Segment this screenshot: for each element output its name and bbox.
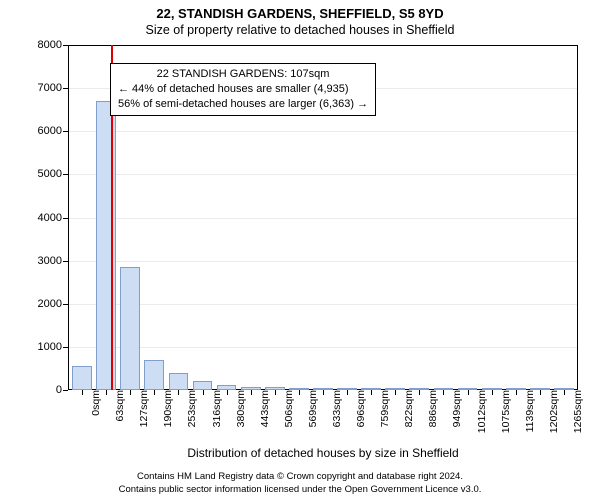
xtick-mark <box>516 390 517 395</box>
bar-slot: 886sqm <box>407 45 431 390</box>
xtick-label: 63sqm <box>108 390 126 422</box>
bar-slot: 949sqm <box>431 45 455 390</box>
bar-slot: 0sqm <box>70 45 94 390</box>
xtick-label: 1012sqm <box>470 390 488 433</box>
bar-slot: 1139sqm <box>504 45 528 390</box>
bar <box>144 360 164 390</box>
annotation-line: 56% of semi-detached houses are larger (… <box>118 97 368 112</box>
xtick-label: 443sqm <box>253 390 271 427</box>
ytick-label: 8000 <box>18 39 62 51</box>
xtick-mark <box>492 390 493 395</box>
xtick-label: 1265sqm <box>566 390 584 433</box>
xtick-label: 1202sqm <box>542 390 560 433</box>
bar <box>193 381 213 390</box>
xtick-mark <box>251 390 252 395</box>
bar-slot: 1012sqm <box>456 45 480 390</box>
xtick-label: 696sqm <box>349 390 367 427</box>
xtick-mark <box>299 390 300 395</box>
footer-line-1: Contains HM Land Registry data © Crown c… <box>0 471 600 483</box>
footer-line-2: Contains public sector information licen… <box>0 484 600 496</box>
plot-area: 010002000300040005000600070008000 0sqm63… <box>68 45 578 390</box>
xtick-mark <box>203 390 204 395</box>
bar-slot: 1265sqm <box>552 45 576 390</box>
xtick-label: 949sqm <box>445 390 463 427</box>
xtick-mark <box>106 390 107 395</box>
xtick-mark <box>347 390 348 395</box>
xtick-label: 380sqm <box>229 390 247 427</box>
xtick-label: 1139sqm <box>518 390 536 432</box>
ytick-label: 4000 <box>18 212 62 224</box>
bar-slot: 1075sqm <box>480 45 504 390</box>
title-main: 22, STANDISH GARDENS, SHEFFIELD, S5 8YD <box>0 0 600 21</box>
annotation-box: 22 STANDISH GARDENS: 107sqm← 44% of deta… <box>110 63 376 116</box>
xtick-mark <box>564 390 565 395</box>
title-sub: Size of property relative to detached ho… <box>0 21 600 37</box>
bar <box>96 101 116 390</box>
xtick-label: 886sqm <box>421 390 439 427</box>
annotation-line: ← 44% of detached houses are smaller (4,… <box>118 82 368 97</box>
ytick-label: 7000 <box>18 82 62 94</box>
annotation-line: 22 STANDISH GARDENS: 107sqm <box>118 67 368 82</box>
bar <box>120 267 140 390</box>
footer: Contains HM Land Registry data © Crown c… <box>0 471 600 496</box>
bar <box>72 366 92 390</box>
bar <box>169 373 189 390</box>
xtick-label: 633sqm <box>325 390 343 427</box>
xtick-mark <box>275 390 276 395</box>
xtick-label: 1075sqm <box>494 390 512 433</box>
xtick-mark <box>468 390 469 395</box>
xtick-label: 190sqm <box>156 390 174 427</box>
bar-slot: 822sqm <box>383 45 407 390</box>
xtick-label: 569sqm <box>301 390 319 427</box>
xtick-label: 822sqm <box>397 390 415 427</box>
x-axis-label: Distribution of detached houses by size … <box>68 446 578 460</box>
ytick-label: 5000 <box>18 168 62 180</box>
ytick-label: 3000 <box>18 255 62 267</box>
xtick-mark <box>323 390 324 395</box>
xtick-mark <box>82 390 83 395</box>
xtick-label: 759sqm <box>373 390 391 427</box>
xtick-label: 253sqm <box>180 390 198 427</box>
ytick-mark <box>63 390 68 391</box>
xtick-label: 316sqm <box>205 390 223 427</box>
xtick-mark <box>540 390 541 395</box>
xtick-label: 0sqm <box>84 390 102 416</box>
bar-slot: 1202sqm <box>528 45 552 390</box>
xtick-label: 506sqm <box>277 390 295 427</box>
ytick-label: 0 <box>18 384 62 396</box>
ytick-label: 6000 <box>18 125 62 137</box>
chart-container: 22, STANDISH GARDENS, SHEFFIELD, S5 8YD … <box>0 0 600 500</box>
ytick-label: 2000 <box>18 298 62 310</box>
xtick-mark <box>227 390 228 395</box>
ytick-label: 1000 <box>18 341 62 353</box>
xtick-label: 127sqm <box>132 390 150 427</box>
